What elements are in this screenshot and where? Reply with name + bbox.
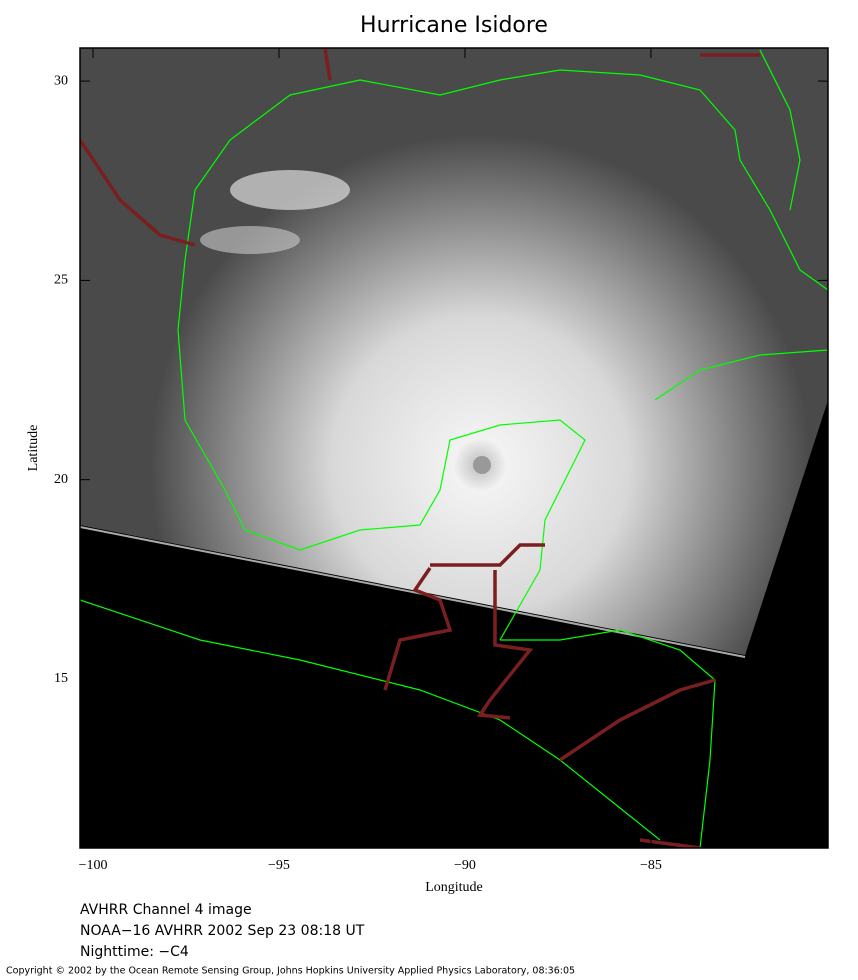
x-tick-label: −95 [268, 858, 290, 873]
x-tick-label: −90 [454, 858, 476, 873]
y-tick-label: 15 [54, 671, 68, 686]
x-tick-label: −100 [79, 858, 108, 873]
title: Hurricane Isidore [360, 13, 548, 38]
captions: AVHRR Channel 4 image NOAA−16 AVHRR 2002 … [80, 902, 365, 960]
copyright: Copyright © 2002 by the Ocean Remote Sen… [6, 966, 575, 977]
x-tick-label: −85 [640, 858, 662, 873]
caption-line: NOAA−16 AVHRR 2002 Sep 23 08:18 UT [80, 923, 365, 939]
caption-line: Nighttime: −C4 [80, 944, 189, 960]
y-tick-label: 20 [54, 472, 68, 487]
caption-line: AVHRR Channel 4 image [80, 902, 252, 918]
y-axis-label: Latitude [26, 425, 41, 472]
x-axis-label: Longitude [425, 880, 483, 895]
y-tick-label: 30 [54, 73, 68, 88]
satellite-image [80, 48, 828, 848]
y-tick-label: 25 [54, 273, 68, 288]
plot-frame [79, 47, 829, 849]
